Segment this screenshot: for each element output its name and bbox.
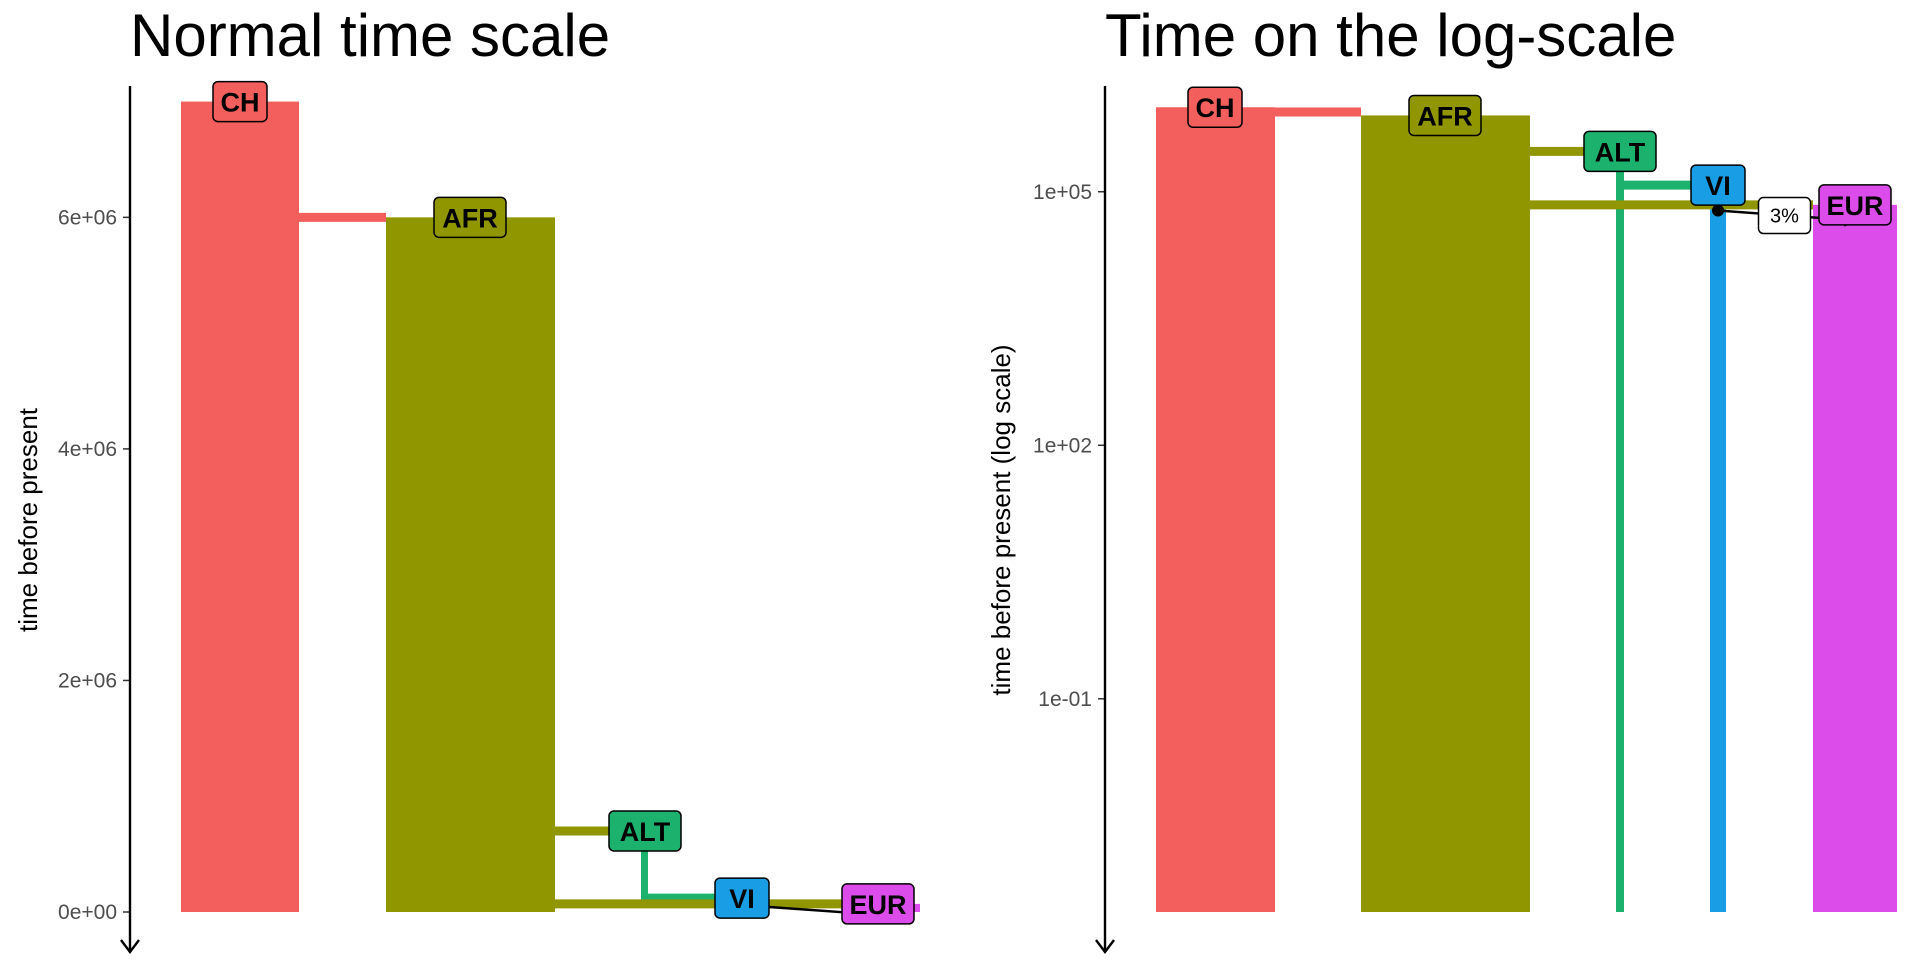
population-label-box (1583, 130, 1657, 173)
y-tick-label: 4e+06 (58, 438, 117, 461)
population-label-eur: EUR (1818, 184, 1892, 226)
gene-flow-label-box (1757, 196, 1812, 235)
panel-title: Time on the log-scale (1105, 2, 1676, 69)
y-axis-title: time before present (13, 407, 43, 632)
population-bar-vi (1710, 185, 1726, 913)
population-label-box (433, 196, 507, 239)
population-bar-afr (386, 217, 555, 912)
population-label-box (1187, 86, 1243, 128)
population-label-box (1818, 184, 1892, 226)
population-label-text: EUR (849, 890, 906, 920)
population-label-text: CH (1196, 93, 1235, 123)
population-bar-afr (1361, 115, 1530, 913)
y-tick-label: 2e+06 (58, 669, 117, 692)
y-axis-title: time before present (log scale) (986, 344, 1016, 695)
population-label-text: VI (729, 884, 755, 914)
population-label-eur: EUR (841, 883, 915, 925)
population-label-box (841, 883, 915, 925)
population-label-alt: ALT (608, 810, 682, 852)
y-axis-arrowhead (120, 939, 140, 954)
population-bar-eur (1813, 204, 1897, 913)
population-label-text: EUR (1826, 191, 1883, 221)
population-label-afr: AFR (1408, 94, 1482, 137)
population-label-box (1408, 94, 1482, 137)
population-label-box (714, 877, 770, 919)
population-bar-alt (641, 830, 648, 904)
population-label-text: CH (221, 88, 260, 118)
population-label-text: AFR (442, 203, 498, 233)
gene-flow-label: 3% (1757, 196, 1812, 235)
population-label-alt: ALT (1583, 130, 1657, 173)
population-label-text: ALT (1595, 137, 1646, 167)
y-axis-arrowhead (1095, 939, 1115, 954)
population-bar-alt (1616, 151, 1624, 912)
population-label-afr: AFR (433, 196, 507, 239)
population-label-text: VI (1705, 171, 1731, 201)
y-tick-label: 1e-01 (1038, 688, 1092, 711)
y-tick-label: 6e+06 (58, 206, 117, 229)
population-label-vi: VI (1690, 164, 1746, 206)
population-label-text: AFR (1417, 101, 1473, 131)
population-bar-ch (181, 101, 299, 913)
panel-title: Normal time scale (130, 2, 610, 69)
population-label-box (212, 80, 268, 123)
y-tick-label: 1e+05 (1033, 181, 1092, 204)
gene-flow-label-text: 3% (1770, 206, 1799, 228)
population-label-ch: CH (1187, 86, 1243, 128)
population-label-box (608, 810, 682, 852)
population-bar-ch (1156, 107, 1275, 913)
population-label-ch: CH (212, 80, 268, 123)
y-tick-label: 1e+02 (1033, 434, 1092, 457)
right-marks: 1e-01 1e+02 1e+05 3% CH AFR ALT VI EUR (1033, 86, 1897, 913)
population-label-text: ALT (620, 817, 671, 847)
population-label-box (1690, 164, 1746, 206)
population-label-vi: VI (714, 877, 770, 919)
panel-log-scale: Time on the log-scale time before presen… (986, 2, 1897, 954)
left-marks: 0e+00 2e+06 4e+06 6e+06 CH AFR ALT VI EUR (58, 80, 920, 925)
y-tick-label: 0e+00 (58, 901, 117, 924)
panel-normal-scale: Normal time scale time before present 0e… (13, 2, 920, 954)
